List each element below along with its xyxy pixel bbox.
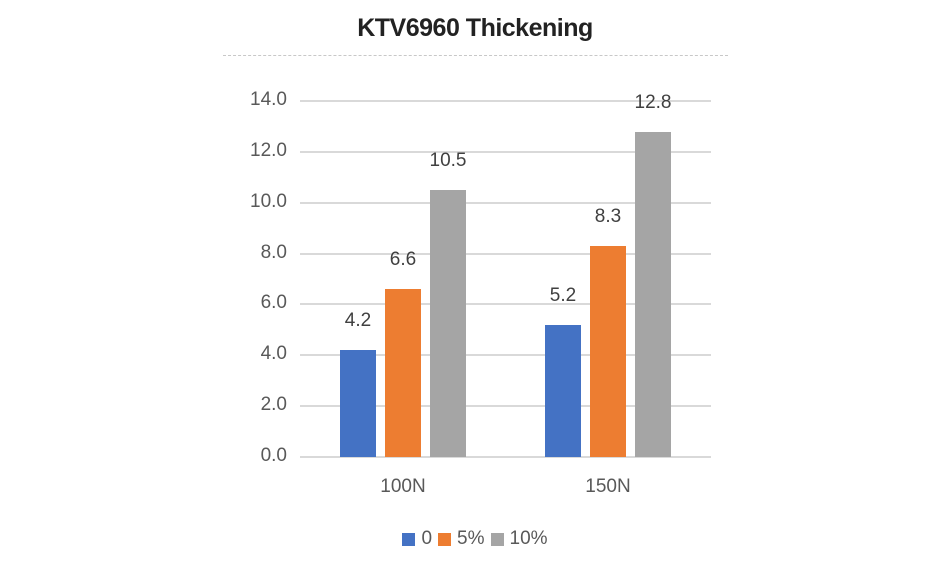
gridline <box>300 354 711 357</box>
gridline <box>300 456 711 458</box>
data-label: 10.5 <box>429 150 467 171</box>
y-tick-label: 10.0 <box>250 190 287 212</box>
title-divider <box>223 55 728 56</box>
y-tick-label: 6.0 <box>260 292 287 314</box>
gridline <box>300 100 711 102</box>
x-tick-label: 100N <box>380 476 426 497</box>
legend-swatch-icon <box>402 532 416 546</box>
legend-swatch-icon <box>438 532 452 546</box>
data-label: 5.2 <box>549 284 577 306</box>
y-tick-label: 14.0 <box>250 89 287 110</box>
y-tick-label: 8.0 <box>260 241 287 263</box>
y-tick-label: 0.0 <box>260 445 287 466</box>
bar-150N-0 <box>545 324 581 457</box>
data-label: 8.3 <box>594 205 622 227</box>
legend-label: 0 <box>421 528 433 549</box>
legend-item: 5% <box>438 528 485 550</box>
bar-100N-10% <box>430 190 466 457</box>
data-label: 4.2 <box>344 310 372 332</box>
y-tick-label: 12.0 <box>250 139 287 161</box>
legend-label: 10% <box>509 528 548 549</box>
legend-item: 10% <box>490 528 548 550</box>
y-tick-label: 2.0 <box>260 394 287 416</box>
data-label: 12.8 <box>634 91 672 113</box>
data-label: 6.6 <box>389 249 417 271</box>
gridline <box>300 303 711 306</box>
y-tick-label: 4.0 <box>260 343 287 365</box>
chart-title: KTV6960 Thickening <box>357 14 593 42</box>
gridline <box>300 201 711 204</box>
gridline <box>300 252 711 255</box>
gridline <box>300 405 711 408</box>
legend-swatch-icon <box>490 532 504 546</box>
gridline <box>300 150 711 153</box>
bar-100N-0 <box>340 350 376 457</box>
bar-100N-5% <box>385 289 421 457</box>
legend-item: 0 <box>402 528 432 550</box>
legend-label: 5% <box>457 528 485 549</box>
legend: 0 5% 10% <box>0 528 950 550</box>
bar-150N-10% <box>635 131 671 457</box>
bar-150N-5% <box>590 245 626 457</box>
x-tick-label: 150N <box>585 476 631 497</box>
